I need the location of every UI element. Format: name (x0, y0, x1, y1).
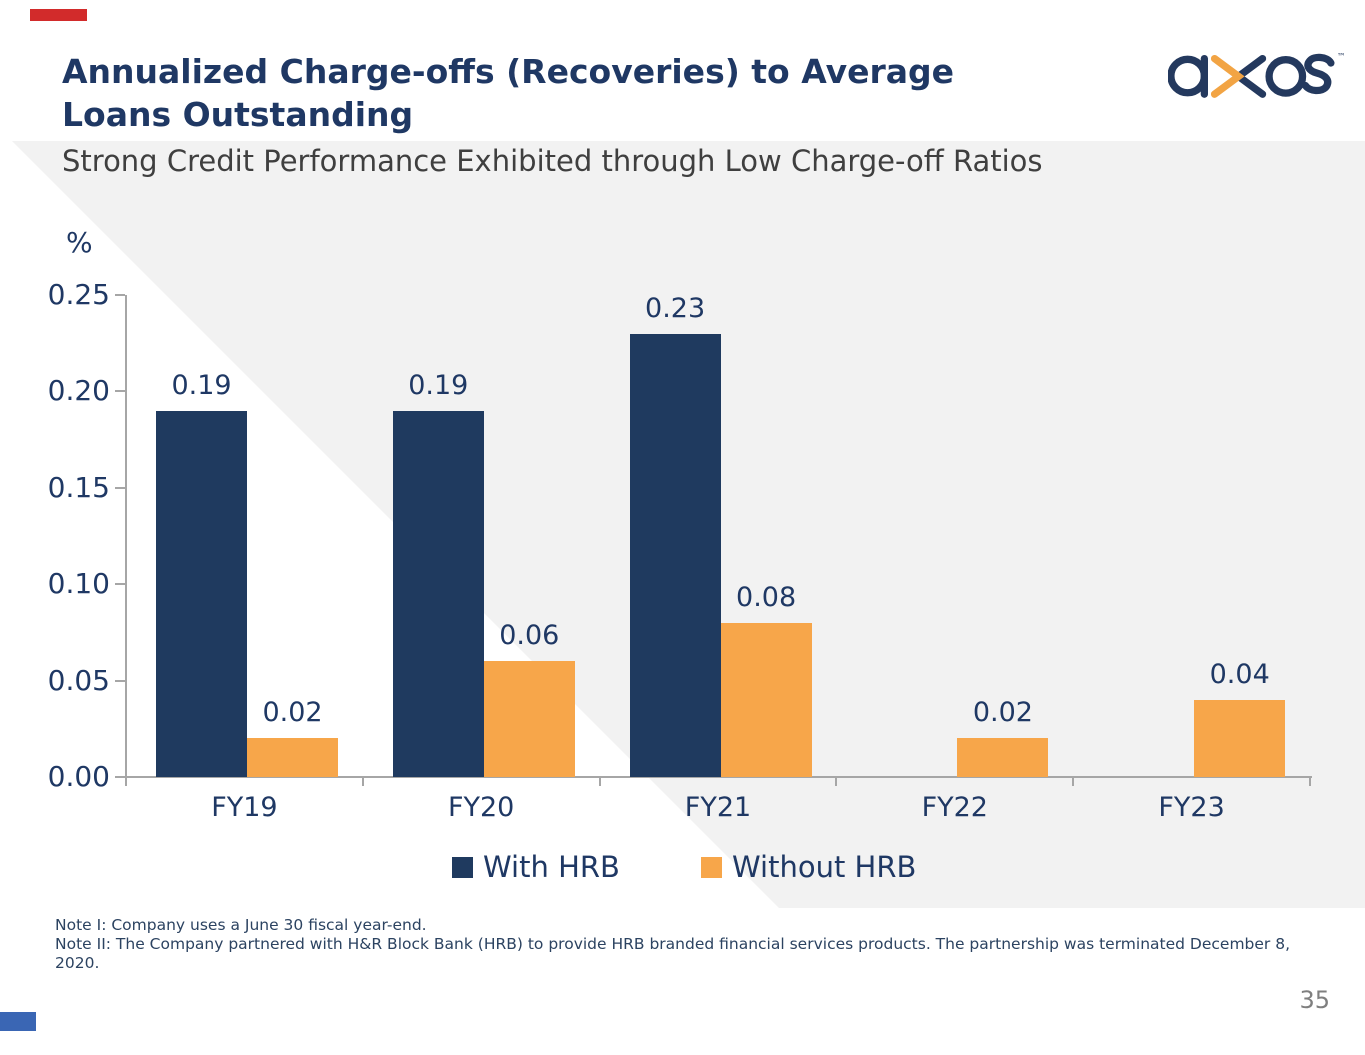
x-tick-mark (1072, 777, 1075, 786)
x-category-label-FY22: FY22 (921, 792, 988, 823)
logo-letter-o (1265, 56, 1307, 97)
x-category-label-FY21: FY21 (684, 792, 752, 823)
x-axis-line (125, 776, 1312, 778)
x-tick-mark (1309, 777, 1311, 786)
value-label: 0.04 (1209, 658, 1270, 690)
footnote-1: Note I: Company uses a June 30 fiscal ye… (55, 916, 427, 934)
x-tick-mark (125, 777, 127, 786)
footnote-2: Note II: The Company partnered with H&R … (55, 935, 1291, 972)
y-tick-mark (115, 583, 125, 586)
y-tick-label: 0.25 (47, 278, 110, 311)
legend-swatch (701, 856, 722, 878)
axos-logo: ™ (1168, 52, 1344, 98)
y-tick-mark (115, 776, 125, 778)
bar-with-hrb-FY19 (156, 410, 247, 777)
value-label: 0.08 (736, 581, 797, 613)
red-accent-bar (30, 9, 87, 21)
bar-with-hrb-FY21 (629, 333, 721, 777)
x-tick-mark (361, 777, 364, 786)
bar-without-hrb-FY22 (957, 738, 1049, 777)
logo-trademark: ™ (1337, 52, 1344, 62)
legend-item-without-hrb: Without HRB (701, 850, 916, 884)
value-label: 0.23 (645, 292, 706, 324)
legend-item-with-hrb: With HRB (452, 850, 620, 884)
footnotes: Note I: Company uses a June 30 fiscal ye… (55, 916, 1293, 973)
value-label: 0.02 (972, 697, 1033, 729)
legend-swatch (452, 856, 473, 878)
y-axis-unit-label: % (66, 226, 93, 259)
y-tick-label: 0.15 (47, 470, 110, 504)
logo-letter-a-bowl (1168, 55, 1208, 97)
bar-without-hrb-FY19 (247, 738, 338, 777)
value-label: 0.19 (171, 369, 232, 401)
slide-subtitle: Strong Credit Performance Exhibited thro… (62, 144, 1043, 178)
bar-with-hrb-FY20 (392, 410, 484, 777)
x-category-label-FY19: FY19 (211, 792, 278, 823)
y-tick-mark (115, 390, 125, 393)
y-tick-mark (115, 294, 125, 296)
x-category-label-FY23: FY23 (1158, 792, 1225, 823)
blue-accent-bar (0, 1012, 36, 1031)
slide-title-line2: Loans Outstanding (62, 95, 414, 134)
bar-without-hrb-FY20 (483, 661, 575, 777)
y-tick-mark (115, 486, 125, 489)
logo-letter-s (1301, 53, 1335, 95)
y-tick-label: 0.00 (47, 760, 110, 793)
page-number: 35 (1299, 986, 1330, 1014)
x-tick-mark (835, 777, 838, 786)
slide-title-line1: Annualized Charge-offs (Recoveries) to A… (62, 52, 955, 91)
x-category-label-FY20: FY20 (447, 792, 515, 823)
legend-label: With HRB (483, 850, 620, 884)
y-tick-mark (115, 679, 125, 682)
bar-without-hrb-FY21 (720, 622, 812, 777)
value-label: 0.02 (262, 697, 323, 729)
logo-x-orange-chevron (1210, 54, 1245, 98)
y-tick-label: 0.05 (47, 663, 110, 697)
value-label: 0.19 (408, 369, 469, 401)
y-axis-line (125, 295, 127, 778)
y-tick-label: 0.20 (47, 374, 110, 408)
value-label: 0.06 (499, 620, 560, 652)
x-tick-mark (598, 777, 601, 786)
bar-without-hrb-FY23 (1194, 699, 1286, 777)
legend-label: Without HRB (732, 850, 917, 884)
y-tick-label: 0.10 (47, 567, 110, 601)
